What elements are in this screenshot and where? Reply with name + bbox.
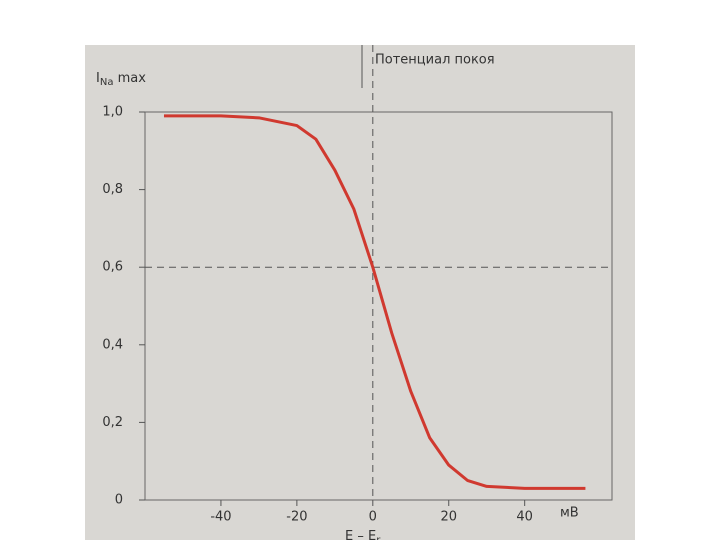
- x-tick-label: -40: [210, 510, 231, 525]
- y-tick-label: 0: [115, 493, 123, 508]
- annotation: Потенциал покоя: [375, 53, 495, 68]
- data-line: [163, 114, 586, 490]
- y-label-main: I: [96, 71, 100, 86]
- y-tick-label: 0,2: [102, 415, 123, 430]
- x-axis-label: E – Er: [345, 529, 381, 540]
- x-tick-label: 40: [516, 510, 533, 525]
- plot-frame: [144, 111, 613, 501]
- y-tick-label: 1,0: [102, 105, 123, 120]
- x-label-main: E – E: [345, 529, 376, 540]
- y-tick-label: 0,8: [102, 182, 123, 197]
- y-tick-label: 0,4: [102, 337, 123, 352]
- y-axis-label: INa max: [96, 71, 146, 89]
- y-label-sub: Na: [100, 77, 114, 88]
- x-tick-label: 20: [440, 510, 457, 525]
- x-label-sub: r: [376, 535, 381, 540]
- scan-background: [85, 45, 635, 540]
- y-label-suffix: max: [113, 71, 146, 86]
- x-tick-label: 0: [369, 510, 377, 525]
- y-tick-label: 0,6: [102, 260, 123, 275]
- x-tick-label: -20: [286, 510, 307, 525]
- x-unit: мВ: [560, 506, 579, 521]
